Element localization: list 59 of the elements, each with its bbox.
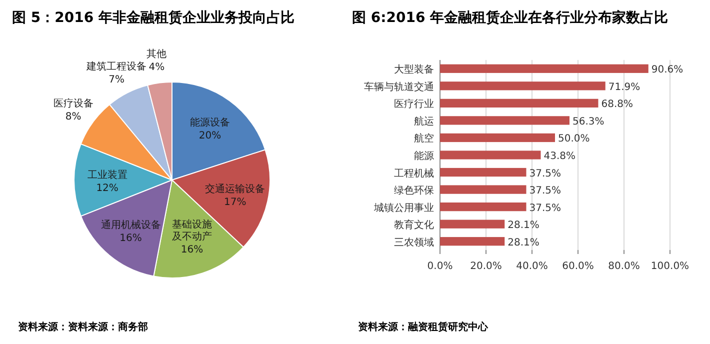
- x-tick-label: 40.0%: [516, 261, 548, 272]
- data-label: 90.6%: [651, 64, 684, 76]
- y-tick-label: 大型装备: [394, 64, 434, 76]
- data-label: 16%: [180, 244, 204, 256]
- slice-label: 其他: [146, 48, 167, 60]
- slice-label: 能源设备: [190, 116, 230, 129]
- bar: [440, 237, 505, 246]
- data-label: 4%: [148, 62, 165, 73]
- chart-title: 图 6:2016 年金融租赁企业在各行业分布家数占比: [352, 9, 668, 26]
- bar: [440, 202, 526, 212]
- data-label: 17%: [224, 197, 246, 208]
- slice-label: 医疗设备: [53, 97, 94, 110]
- x-tick-label: 100.0%: [650, 261, 690, 272]
- y-tick-label: 城镇公用事业: [373, 202, 434, 214]
- data-label: 37.5%: [529, 202, 562, 214]
- data-label: 68.8%: [601, 99, 634, 110]
- y-tick-label: 能源: [414, 150, 434, 162]
- bar: [440, 116, 570, 125]
- x-tick-label: 20.0%: [470, 261, 502, 272]
- y-tick-label: 工程机械: [394, 167, 434, 180]
- y-tick-label: 航运: [414, 115, 434, 128]
- bar: [440, 220, 505, 228]
- data-label: 12%: [96, 183, 118, 194]
- slice-label: 通用机械设备: [100, 218, 161, 231]
- bar: [440, 133, 555, 142]
- bar: [440, 168, 526, 177]
- data-label: 8%: [65, 111, 82, 122]
- data-label: 43.8%: [544, 151, 576, 162]
- data-label: 37.5%: [529, 186, 562, 197]
- y-tick-label: 绿色环保: [394, 184, 434, 197]
- bar: [440, 98, 598, 108]
- y-tick-label: 三农领域: [394, 236, 434, 248]
- data-label: 20%: [198, 130, 222, 142]
- y-tick-label: 教育文化: [394, 219, 434, 232]
- x-tick-label: 60.0%: [562, 261, 594, 272]
- text: 资料来源：融资租赁研究中心: [358, 321, 489, 333]
- y-tick-label: 医疗行业: [394, 98, 434, 110]
- x-tick-label: 0.0%: [427, 261, 453, 272]
- slice-label: 基础设施及不动产: [172, 218, 212, 243]
- text: 资料来源：资料来源：商务部: [18, 321, 148, 333]
- data-label: 16%: [120, 232, 142, 244]
- slice-label: 交通运输设备: [205, 183, 266, 196]
- bar: [440, 82, 606, 90]
- data-label: 7%: [108, 74, 125, 86]
- data-label: 56.3%: [572, 116, 604, 128]
- bar: [440, 150, 541, 160]
- x-tick-label: 80.0%: [608, 261, 640, 272]
- slice-label: 建筑工程设备: [86, 60, 147, 72]
- chart-title: 图 5：2016 年非金融租赁企业业务投向占比: [12, 10, 294, 26]
- data-label: 28.1%: [508, 237, 540, 248]
- y-tick-label: 车辆与轨道交通: [364, 80, 434, 93]
- y-tick-label: 航空: [414, 132, 434, 145]
- data-label: 28.1%: [508, 220, 540, 232]
- data-label: 50.0%: [558, 134, 590, 145]
- data-label: 37.5%: [529, 168, 562, 180]
- data-label: 71.9%: [608, 82, 640, 93]
- bar: [440, 64, 648, 73]
- bar: [440, 185, 526, 194]
- slice-label: 工业装置: [87, 169, 128, 181]
